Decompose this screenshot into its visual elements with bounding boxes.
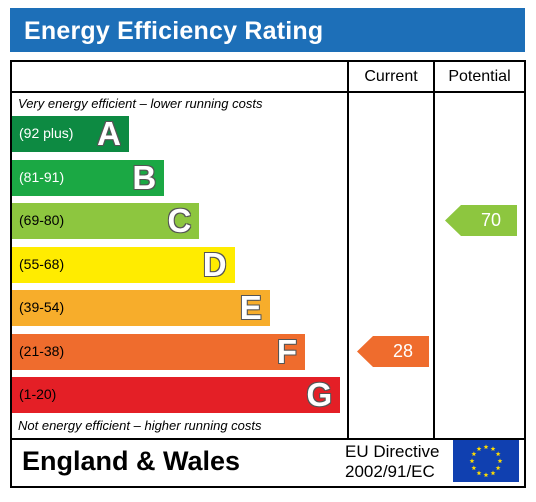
eu-star [476,446,482,451]
band-a: (92 plus) A [12,116,129,152]
band-letter: F [276,332,297,370]
current-rating-value: 28 [392,340,414,361]
eu-star [495,465,501,471]
eu-directive: EU Directive 2002/91/EC [345,442,439,482]
region-label: England & Wales [22,446,241,476]
band-letter: C [167,202,192,239]
eu-star [471,451,477,457]
band-letter: E [239,289,262,326]
eu-star [483,472,489,478]
band-letter: G [306,376,333,413]
page-title: Energy Efficiency Rating [24,17,324,45]
column-divider [433,62,435,438]
eu-flag-icon [453,440,519,482]
current-rating-arrow: 28 [357,335,429,367]
band-b: (81-91) B [12,158,165,196]
band-range: (69-80) [19,212,65,228]
potential-arrow-shape [445,205,517,236]
header-divider [12,91,524,93]
rating-header: Energy Efficiency Rating [10,8,525,52]
band-letter: D [202,245,227,283]
band-letter: A [97,115,121,152]
band-range: (1-20) [19,386,57,402]
eu-star [471,465,477,471]
potential-rating-value: 70 [480,210,502,230]
band-g: (1-20) G [12,376,341,413]
eu-star [469,458,475,464]
band-f: (21-38) F [12,332,305,370]
eu-star [495,451,501,457]
current-arrow-shape [357,335,429,367]
current-column-header: Current [364,68,418,85]
band-c: (69-80) C [12,202,200,239]
band-range: (39-54) [19,299,65,315]
eu-stars [469,444,503,478]
band-range: (81-91) [19,168,65,185]
eu-star [476,470,482,476]
eu-star [490,446,496,451]
rating-chart: Current Potential Very energy efficient … [10,60,526,440]
eu-star [490,470,496,476]
potential-rating-arrow: 70 [445,205,517,236]
band-d: (55-68) D [12,245,235,283]
eu-star [483,444,489,450]
band-range: (55-68) [19,255,65,272]
band-letter: B [132,158,157,196]
potential-column-header: Potential [448,68,511,85]
eu-star [497,458,503,464]
bottom-note: Not energy efficient – higher running co… [18,418,262,433]
band-range: (21-38) [19,342,65,359]
directive-line-2: 2002/91/EC [345,462,435,481]
top-note: Very energy efficient – lower running co… [18,96,263,111]
column-divider [347,62,349,438]
band-range: (92 plus) [19,125,74,141]
band-e: (39-54) E [12,290,270,326]
directive-line-1: EU Directive [345,442,440,461]
footer: England & Wales EU Directive 2002/91/EC [10,436,526,488]
